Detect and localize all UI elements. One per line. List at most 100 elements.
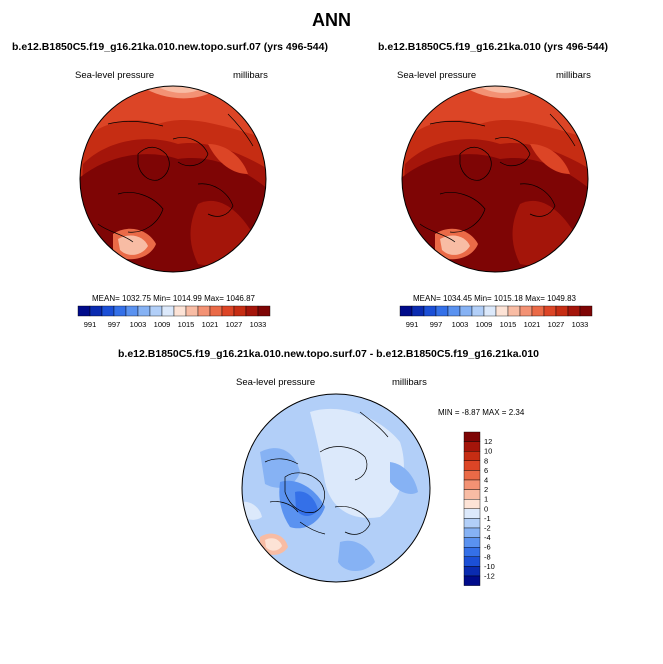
colorbar-box <box>435 305 449 317</box>
colorbar-label: 1033 <box>250 320 267 329</box>
colorbar-label: -12 <box>484 572 495 581</box>
colorbar-box <box>423 305 437 317</box>
colorbar-box <box>459 305 473 317</box>
colorbar-label: 1 <box>484 495 488 504</box>
colorbar-label: 997 <box>430 320 443 329</box>
diff-units-label: millibars <box>392 377 427 388</box>
colorbar-label: 991 <box>406 320 419 329</box>
colorbar-box <box>463 489 481 500</box>
left-case-title: b.e12.B1850C5.f19_g16.21ka.010.new.topo.… <box>12 41 328 53</box>
colorbar-box <box>507 305 521 317</box>
colorbar-box <box>463 498 481 509</box>
right-stats: MEAN= 1034.45 Min= 1015.18 Max= 1049.83 <box>413 294 576 303</box>
colorbar-box <box>463 546 481 557</box>
colorbar-label: 8 <box>484 456 488 465</box>
colorbar-box <box>463 451 481 462</box>
colorbar-box <box>233 305 247 317</box>
colorbar-box <box>209 305 223 317</box>
colorbar-box <box>161 305 175 317</box>
colorbar-box <box>149 305 163 317</box>
left-colorbar-labels: 991 997 1003 1009 1015 1021 1027 1033 <box>84 320 267 329</box>
colorbar-label: 1003 <box>452 320 469 329</box>
colorbar-box <box>463 537 481 548</box>
colorbar-box <box>463 518 481 529</box>
colorbar-box <box>125 305 139 317</box>
colorbar-label: 1015 <box>500 320 517 329</box>
right-case-title: b.e12.B1850C5.f19_g16.21ka.010 (yrs 496-… <box>378 41 608 53</box>
colorbar-label: 991 <box>84 320 97 329</box>
right-variable-label: Sea-level pressure <box>397 70 477 81</box>
colorbar-label: 1009 <box>476 320 493 329</box>
colorbar-label: 997 <box>108 320 121 329</box>
colorbar-label: 6 <box>484 466 488 475</box>
colorbar-label: 1021 <box>524 320 541 329</box>
right-colorbar-boxes <box>399 305 593 317</box>
colorbar-box <box>543 305 557 317</box>
colorbar-box <box>89 305 103 317</box>
colorbar-box <box>463 479 481 490</box>
colorbar-box <box>463 470 481 481</box>
colorbar-label: -8 <box>484 552 491 561</box>
colorbar-box <box>555 305 569 317</box>
colorbar-box <box>463 575 481 586</box>
colorbar-box <box>447 305 461 317</box>
colorbar-box <box>221 305 235 317</box>
left-variable-label: Sea-level pressure <box>75 70 155 81</box>
colorbar-label: 1033 <box>572 320 589 329</box>
diff-colorbar-boxes <box>463 431 481 586</box>
colorbar-box <box>471 305 485 317</box>
colorbar-box <box>495 305 509 317</box>
colorbar-label: 1009 <box>154 320 171 329</box>
colorbar-box <box>567 305 581 317</box>
colorbar-box <box>531 305 545 317</box>
colorbar-label: 1027 <box>548 320 565 329</box>
left-colorbar: 991 997 1003 1009 1015 1021 1027 1033 <box>77 305 271 329</box>
colorbar-box <box>463 556 481 567</box>
left-stats: MEAN= 1032.75 Min= 1014.99 Max= 1046.87 <box>92 294 255 303</box>
colorbar-label: 1015 <box>178 320 195 329</box>
colorbar-label: 1003 <box>130 320 147 329</box>
colorbar-box <box>463 431 481 442</box>
diff-title: b.e12.B1850C5.f19_g16.21ka.010.new.topo.… <box>118 348 540 360</box>
colorbar-box <box>113 305 127 317</box>
right-colorbar: 991 997 1003 1009 1015 1021 1027 1033 <box>399 305 593 329</box>
colorbar-box <box>245 305 259 317</box>
colorbar-box <box>483 305 497 317</box>
colorbar-box <box>463 527 481 538</box>
colorbar-box <box>463 441 481 452</box>
colorbar-box <box>519 305 533 317</box>
diff-stats: MIN = -8.87 MAX = 2.34 <box>438 408 525 417</box>
colorbar-label: 1027 <box>226 320 243 329</box>
right-colorbar-labels: 991 997 1003 1009 1015 1021 1027 1033 <box>406 320 589 329</box>
colorbar-box <box>173 305 187 317</box>
colorbar-box <box>257 305 271 317</box>
colorbar-box <box>137 305 151 317</box>
page-title: ANN <box>312 10 351 30</box>
left-colorbar-boxes <box>77 305 271 317</box>
colorbar-label: -1 <box>484 514 491 523</box>
left-polar-map <box>79 85 267 273</box>
colorbar-box <box>463 566 481 577</box>
diff-variable-label: Sea-level pressure <box>236 377 316 388</box>
colorbar-box <box>197 305 211 317</box>
colorbar-box <box>463 460 481 471</box>
colorbar-label: -2 <box>484 524 491 533</box>
colorbar-label: 0 <box>484 504 488 513</box>
diff-polar-map <box>241 393 431 583</box>
colorbar-box <box>399 305 413 317</box>
colorbar-label: 2 <box>484 485 488 494</box>
colorbar-label: 4 <box>484 476 488 485</box>
colorbar-box <box>579 305 593 317</box>
left-units-label: millibars <box>233 70 268 81</box>
colorbar-box <box>185 305 199 317</box>
colorbar-box <box>101 305 115 317</box>
colorbar-box <box>77 305 91 317</box>
colorbar-label: 10 <box>484 447 492 456</box>
colorbar-label: -10 <box>484 562 495 571</box>
right-units-label: millibars <box>556 70 591 81</box>
colorbar-box <box>463 508 481 519</box>
right-polar-map <box>401 85 589 273</box>
colorbar-label: -4 <box>484 533 491 542</box>
